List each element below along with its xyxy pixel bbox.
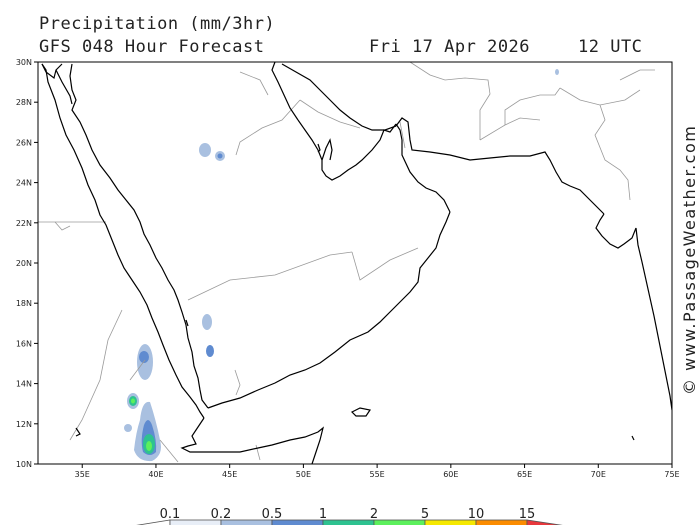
- precip-area: [206, 345, 214, 357]
- lat-tick-label: 16N: [16, 339, 32, 348]
- lon-tick-label: 45E: [222, 470, 237, 479]
- precip-area: [199, 143, 211, 157]
- lat-tick-label: 14N: [16, 380, 32, 389]
- precip-layer: [124, 69, 559, 462]
- lat-tick-label: 12N: [16, 420, 32, 429]
- lon-tick-label: 70E: [591, 470, 606, 479]
- colorbar-label: 2: [369, 507, 379, 522]
- lat-tick-label: 28N: [16, 98, 32, 107]
- lon-tick-label: 65E: [517, 470, 532, 479]
- lat-tick-label: 26N: [16, 138, 32, 147]
- forecast-date: Fri 17 Apr 2026: [369, 37, 531, 57]
- precip-area: [124, 424, 132, 432]
- lat-tick-label: 24N: [16, 179, 32, 188]
- colorbar-box: [271, 519, 324, 525]
- colorbar-boxes: [169, 519, 528, 525]
- colorbar-box: [169, 519, 222, 525]
- colorbar-label: 0.2: [210, 507, 232, 522]
- lat-tick-label: 18N: [16, 299, 32, 308]
- lon-tick-label: 75E: [664, 470, 679, 479]
- colorbar-box: [322, 519, 375, 525]
- colorbar: [136, 519, 563, 525]
- colorbar-left-arrow: [136, 519, 171, 525]
- colorbar-label: 5: [420, 507, 430, 522]
- coastlines: [41, 62, 672, 464]
- lon-tick-label: 50E: [296, 470, 311, 479]
- precip-area: [202, 314, 212, 330]
- credit-text: © www.PassageWeather.com: [680, 124, 699, 395]
- lat-tick-label: 20N: [16, 259, 32, 268]
- forecast-subtitle: GFS 048 Hour Forecast: [39, 37, 265, 57]
- lat-tick-label: 30N: [16, 58, 32, 67]
- colorbar-right-arrow: [526, 519, 563, 525]
- colorbar-label: 15: [518, 507, 536, 522]
- colorbar-box: [373, 519, 426, 525]
- colorbar-label: 10: [467, 507, 485, 522]
- lon-tick-label: 55E: [369, 470, 384, 479]
- precip-area: [217, 153, 223, 159]
- colorbar-box: [475, 519, 528, 525]
- colorbar-label: 0.5: [261, 507, 283, 522]
- forecast-time: 12 UTC: [578, 37, 643, 57]
- lon-tick-label: 60E: [443, 470, 458, 479]
- precip-area: [146, 441, 152, 451]
- lat-tick-label: 22N: [16, 219, 32, 228]
- colorbar-box: [220, 519, 273, 525]
- latitude-axis: 10N 12N 14N 16N 18N 20N 22N 24N 26N 28N 30N: [16, 58, 38, 469]
- longitude-axis: 35E 40E 45E 50E 55E 60E 65E 70E 75E: [75, 464, 680, 479]
- chart-title: Precipitation (mm/3hr): [39, 14, 276, 34]
- precip-area: [139, 351, 149, 363]
- colorbar-box: [424, 519, 477, 525]
- lon-tick-label: 35E: [75, 470, 90, 479]
- lat-tick-label: 10N: [16, 460, 32, 469]
- precip-area: [131, 398, 135, 404]
- lon-tick-label: 40E: [148, 470, 163, 479]
- country-borders: [38, 62, 655, 463]
- precip-area: [555, 69, 559, 75]
- colorbar-label: 0.1: [159, 507, 181, 522]
- colorbar-label: 1: [318, 507, 328, 522]
